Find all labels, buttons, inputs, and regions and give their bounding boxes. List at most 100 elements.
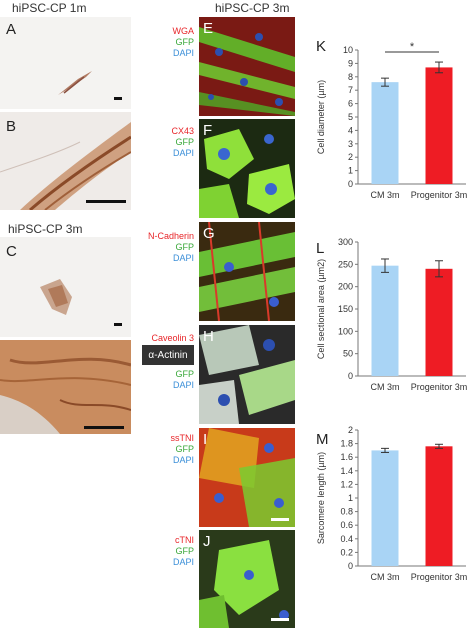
panel-a-histology: A [0,17,131,109]
stain-label-f: CX43 GFP DAPI [150,126,194,159]
stain-j-red: cTNI [175,535,194,545]
panel-letter-g: G [203,225,215,242]
stain-i-green: GFP [175,444,194,454]
bar [371,265,399,376]
stain-e-blue: DAPI [172,48,194,58]
bar [371,82,399,184]
panel-letter-m: M [316,431,329,448]
panel-letter-j: J [203,533,211,550]
stain-h-red: Caveolin 3 [151,333,194,343]
y-tick-label: 0.4 [340,534,353,544]
y-tick-label: 2 [348,425,353,435]
y-tick-label: 200 [338,282,353,292]
y-tick-label: 6 [348,99,353,109]
panel-d-image [0,340,131,434]
bar [425,446,453,566]
y-tick-label: 5 [348,112,353,122]
stain-h-blue: DAPI [172,380,194,390]
stain-f-red: CX43 [171,126,194,136]
x-tick-label: CM 3m [371,572,400,582]
stain-h-green: GFP [175,369,194,379]
stain-e-green: GFP [175,37,194,47]
panel-letter-e: E [203,20,214,37]
panel-a-image [58,71,92,95]
panel-letter-a: A [6,21,17,38]
y-tick-label: 100 [338,326,353,336]
stain-label-e: WGA GFP DAPI [150,26,195,59]
panel-letter-i: I [203,431,208,448]
header-3m-left: hiPSC-CP 3m [8,222,83,236]
panel-c-histology: C [0,237,131,337]
y-tick-label: 3 [348,139,353,149]
panel-g-fluorescence: G [199,222,295,321]
x-tick-label: CM 3m [371,382,400,392]
y-axis-label: Cell sectional area (µm2) [316,259,326,359]
y-tick-label: 4 [348,125,353,135]
stain-h-actinin-box: α-Actinin [142,345,194,365]
y-tick-label: 1 [348,493,353,503]
x-tick-label: CM 3m [371,190,400,200]
panel-e-image [199,17,295,116]
panel-i-fluorescence: I [199,428,295,527]
stain-i-red: ssTNI [170,433,195,443]
panel-letter-b: B [6,118,17,135]
y-tick-label: 0 [348,179,353,189]
scale-bar-i [271,518,289,521]
y-tick-label: 1.4 [340,466,353,476]
stain-g-blue: DAPI [172,253,194,263]
stain-e-red: WGA [172,26,195,36]
y-tick-label: 0 [348,371,353,381]
stain-label-i: ssTNI GFP DAPI [150,433,195,466]
y-axis-label: Cell diameter (µm) [316,80,326,154]
panel-letter-h: H [203,328,214,345]
bar [425,67,453,184]
stain-label-j: cTNI GFP DAPI [150,535,194,568]
panel-g-image [199,222,295,321]
stain-f-blue: DAPI [172,148,194,158]
stain-f-green: GFP [175,137,194,147]
panel-letter-l: L [316,240,325,257]
panel-j-image [199,530,295,628]
panel-letter-c: C [6,243,17,260]
stain-j-blue: DAPI [172,557,194,567]
chart-k-cell-diameter: 0 1 2 3 4 5 6 7 8 9 10 Cell diameter (µm) CM 3m Proge… [316,41,468,200]
stain-label-g: N-Cadherin GFP DAPI [140,231,194,264]
panel-b-histology: B [0,112,131,210]
significance-marker: * [410,41,415,53]
stain-i-blue: DAPI [172,455,194,465]
panel-b-image [0,112,131,210]
y-tick-label: 10 [343,45,353,55]
panel-letter-f: F [203,122,213,139]
panel-j-fluorescence: J [199,530,295,628]
scale-bar-j [271,618,289,621]
y-tick-label: 0.6 [340,520,353,530]
y-tick-label: 8 [348,72,353,82]
scale-bar-c [114,323,122,326]
y-tick-label: 250 [338,259,353,269]
bar [371,450,399,566]
panel-c-image [40,279,72,315]
x-tick-label: Progenitor 3m [411,190,468,200]
y-tick-label: 0 [348,561,353,571]
y-tick-label: 9 [348,58,353,68]
bar [425,268,453,376]
stain-g-green: GFP [175,242,194,252]
panel-h-fluorescence: H [199,325,295,424]
scale-bar-b [86,200,126,203]
y-tick-label: 1.6 [340,452,353,462]
chart-l-sectional-area: 0 50 100 150 200 250 300 Cell sectional area (µ… [316,237,467,392]
panel-d-histology [0,340,131,434]
header-1m: hiPSC-CP 1m [12,1,87,15]
y-axis-label: Sarcomere length (µm) [316,452,326,544]
chart-m-sarcomere-length: 0 0.2 0.4 0.6 0.8 1 1.2 1.4 1.6 1.8 2 Sarcomere len… [316,425,467,582]
panel-f-fluorescence: F [199,119,295,218]
panel-h-image [199,325,295,424]
scale-bar-d [84,426,124,429]
y-tick-label: 0.2 [340,547,353,557]
scale-bar-a [114,97,122,100]
y-tick-label: 1.8 [340,439,353,449]
panel-i-image [199,428,295,527]
panel-f-image [199,119,295,218]
stain-label-h-top: Caveolin 3 [140,333,194,344]
stain-j-green: GFP [175,546,194,556]
